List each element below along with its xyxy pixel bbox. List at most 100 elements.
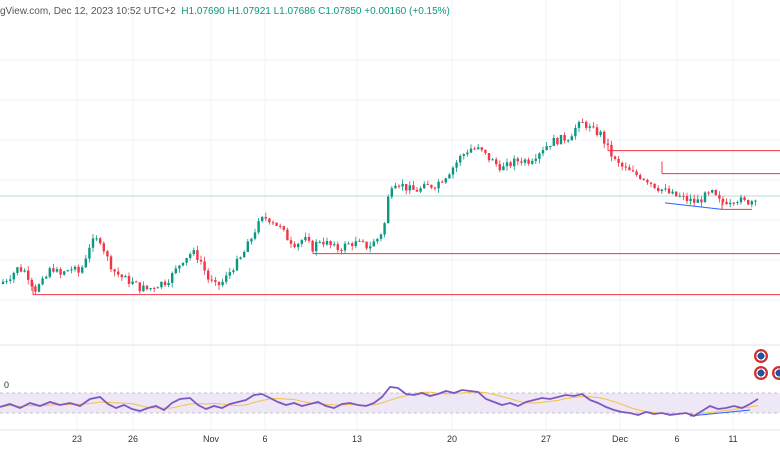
candle-body — [588, 126, 591, 128]
candle-body — [667, 188, 671, 194]
header-source: gView.com, Dec 12, 2023 10:52 UTC+2 — [0, 6, 176, 17]
candle-body — [487, 152, 491, 161]
candle-body — [685, 195, 689, 202]
candle-body — [16, 267, 19, 273]
candle-body — [714, 189, 717, 196]
candle-body — [95, 238, 98, 240]
candle-body — [178, 265, 181, 269]
candle-body — [441, 181, 444, 183]
candle-body — [199, 259, 203, 262]
x-tick-label: Nov — [202, 434, 220, 444]
candle-body — [592, 126, 595, 128]
candle-body — [574, 127, 577, 137]
candle-body — [736, 202, 739, 204]
candle-body — [448, 174, 451, 179]
candle-body — [135, 281, 138, 283]
candle-body — [606, 143, 609, 145]
candle-body — [480, 147, 483, 150]
candle-body — [703, 192, 707, 203]
candle-body — [653, 183, 656, 189]
header-ohlc: H1.07690 H1.07921 L1.07686 C1.07850 +0.0… — [181, 6, 450, 17]
candle-body — [563, 134, 566, 141]
candle-body — [678, 195, 681, 197]
candle-body — [520, 161, 523, 163]
candle-body — [160, 281, 163, 288]
candle-body — [383, 223, 386, 235]
candle-body — [52, 268, 55, 272]
candle-body — [419, 188, 422, 192]
candle-body — [293, 243, 296, 248]
chart-header: gView.com, Dec 12, 2023 10:52 UTC+2 H1.0… — [0, 6, 450, 17]
candle-body — [37, 284, 41, 292]
candle-body — [41, 278, 44, 285]
candle-body — [5, 280, 8, 282]
candle-body — [498, 164, 501, 171]
x-tick-label: 27 — [540, 434, 552, 444]
candle-body — [718, 195, 721, 199]
us-flag-icon-secondary[interactable] — [772, 366, 780, 380]
candle-body — [361, 240, 365, 242]
candle-body — [77, 266, 80, 273]
candle-body — [300, 240, 303, 244]
candle-body — [408, 185, 411, 191]
candle-body — [196, 250, 199, 260]
candle-body — [527, 159, 530, 164]
candle-body — [484, 149, 487, 153]
price-trendline — [664, 202, 723, 210]
candle-body — [221, 281, 224, 286]
candle-body — [423, 184, 426, 189]
candle-body — [19, 267, 23, 272]
candle-body — [635, 171, 638, 176]
candle-body — [394, 185, 397, 189]
candle-body — [732, 202, 735, 204]
rsi-band — [0, 393, 780, 413]
candle-body — [261, 216, 264, 222]
candle-body — [347, 243, 350, 245]
candle-body — [117, 271, 120, 275]
candle-body — [405, 184, 408, 191]
candle-body — [163, 281, 167, 286]
candle-body — [63, 271, 66, 275]
candle-body — [207, 270, 210, 280]
candle-body — [747, 199, 750, 205]
candle-body — [73, 266, 77, 270]
candle-body — [81, 267, 84, 273]
candle-body — [189, 253, 192, 258]
x-tick-label: 20 — [446, 434, 458, 444]
candle-body — [682, 195, 685, 197]
candle-body — [9, 279, 12, 281]
candle-body — [167, 282, 170, 286]
candle-body — [387, 196, 390, 224]
candle-body — [45, 276, 48, 279]
candle-body — [466, 152, 469, 155]
candle-body — [253, 232, 257, 239]
candle-body — [707, 192, 710, 194]
candle-body — [23, 270, 26, 272]
candle-body — [322, 241, 325, 245]
candle-body — [455, 162, 458, 168]
eu-flag-icon[interactable] — [754, 349, 768, 363]
candle-body — [415, 189, 419, 192]
candle-body — [502, 166, 505, 171]
candle-body — [225, 275, 228, 282]
x-tick-label: 23 — [71, 434, 83, 444]
us-flag-icon[interactable] — [754, 366, 768, 380]
candle-body — [329, 240, 332, 246]
candle-body — [613, 156, 617, 159]
candle-body — [286, 229, 289, 241]
candle-body — [531, 160, 534, 164]
candle-body — [235, 258, 239, 271]
candle-body — [693, 198, 696, 203]
candle-body — [333, 244, 336, 246]
candle-body — [268, 218, 271, 223]
candle-body — [239, 257, 242, 259]
candle-body — [91, 238, 95, 248]
candle-body — [603, 131, 606, 144]
candle-body — [639, 175, 642, 179]
candle-body — [340, 250, 343, 252]
candle-body — [66, 270, 69, 272]
candle-body — [473, 148, 476, 150]
candle-body — [106, 251, 109, 257]
candle-body — [397, 185, 401, 187]
